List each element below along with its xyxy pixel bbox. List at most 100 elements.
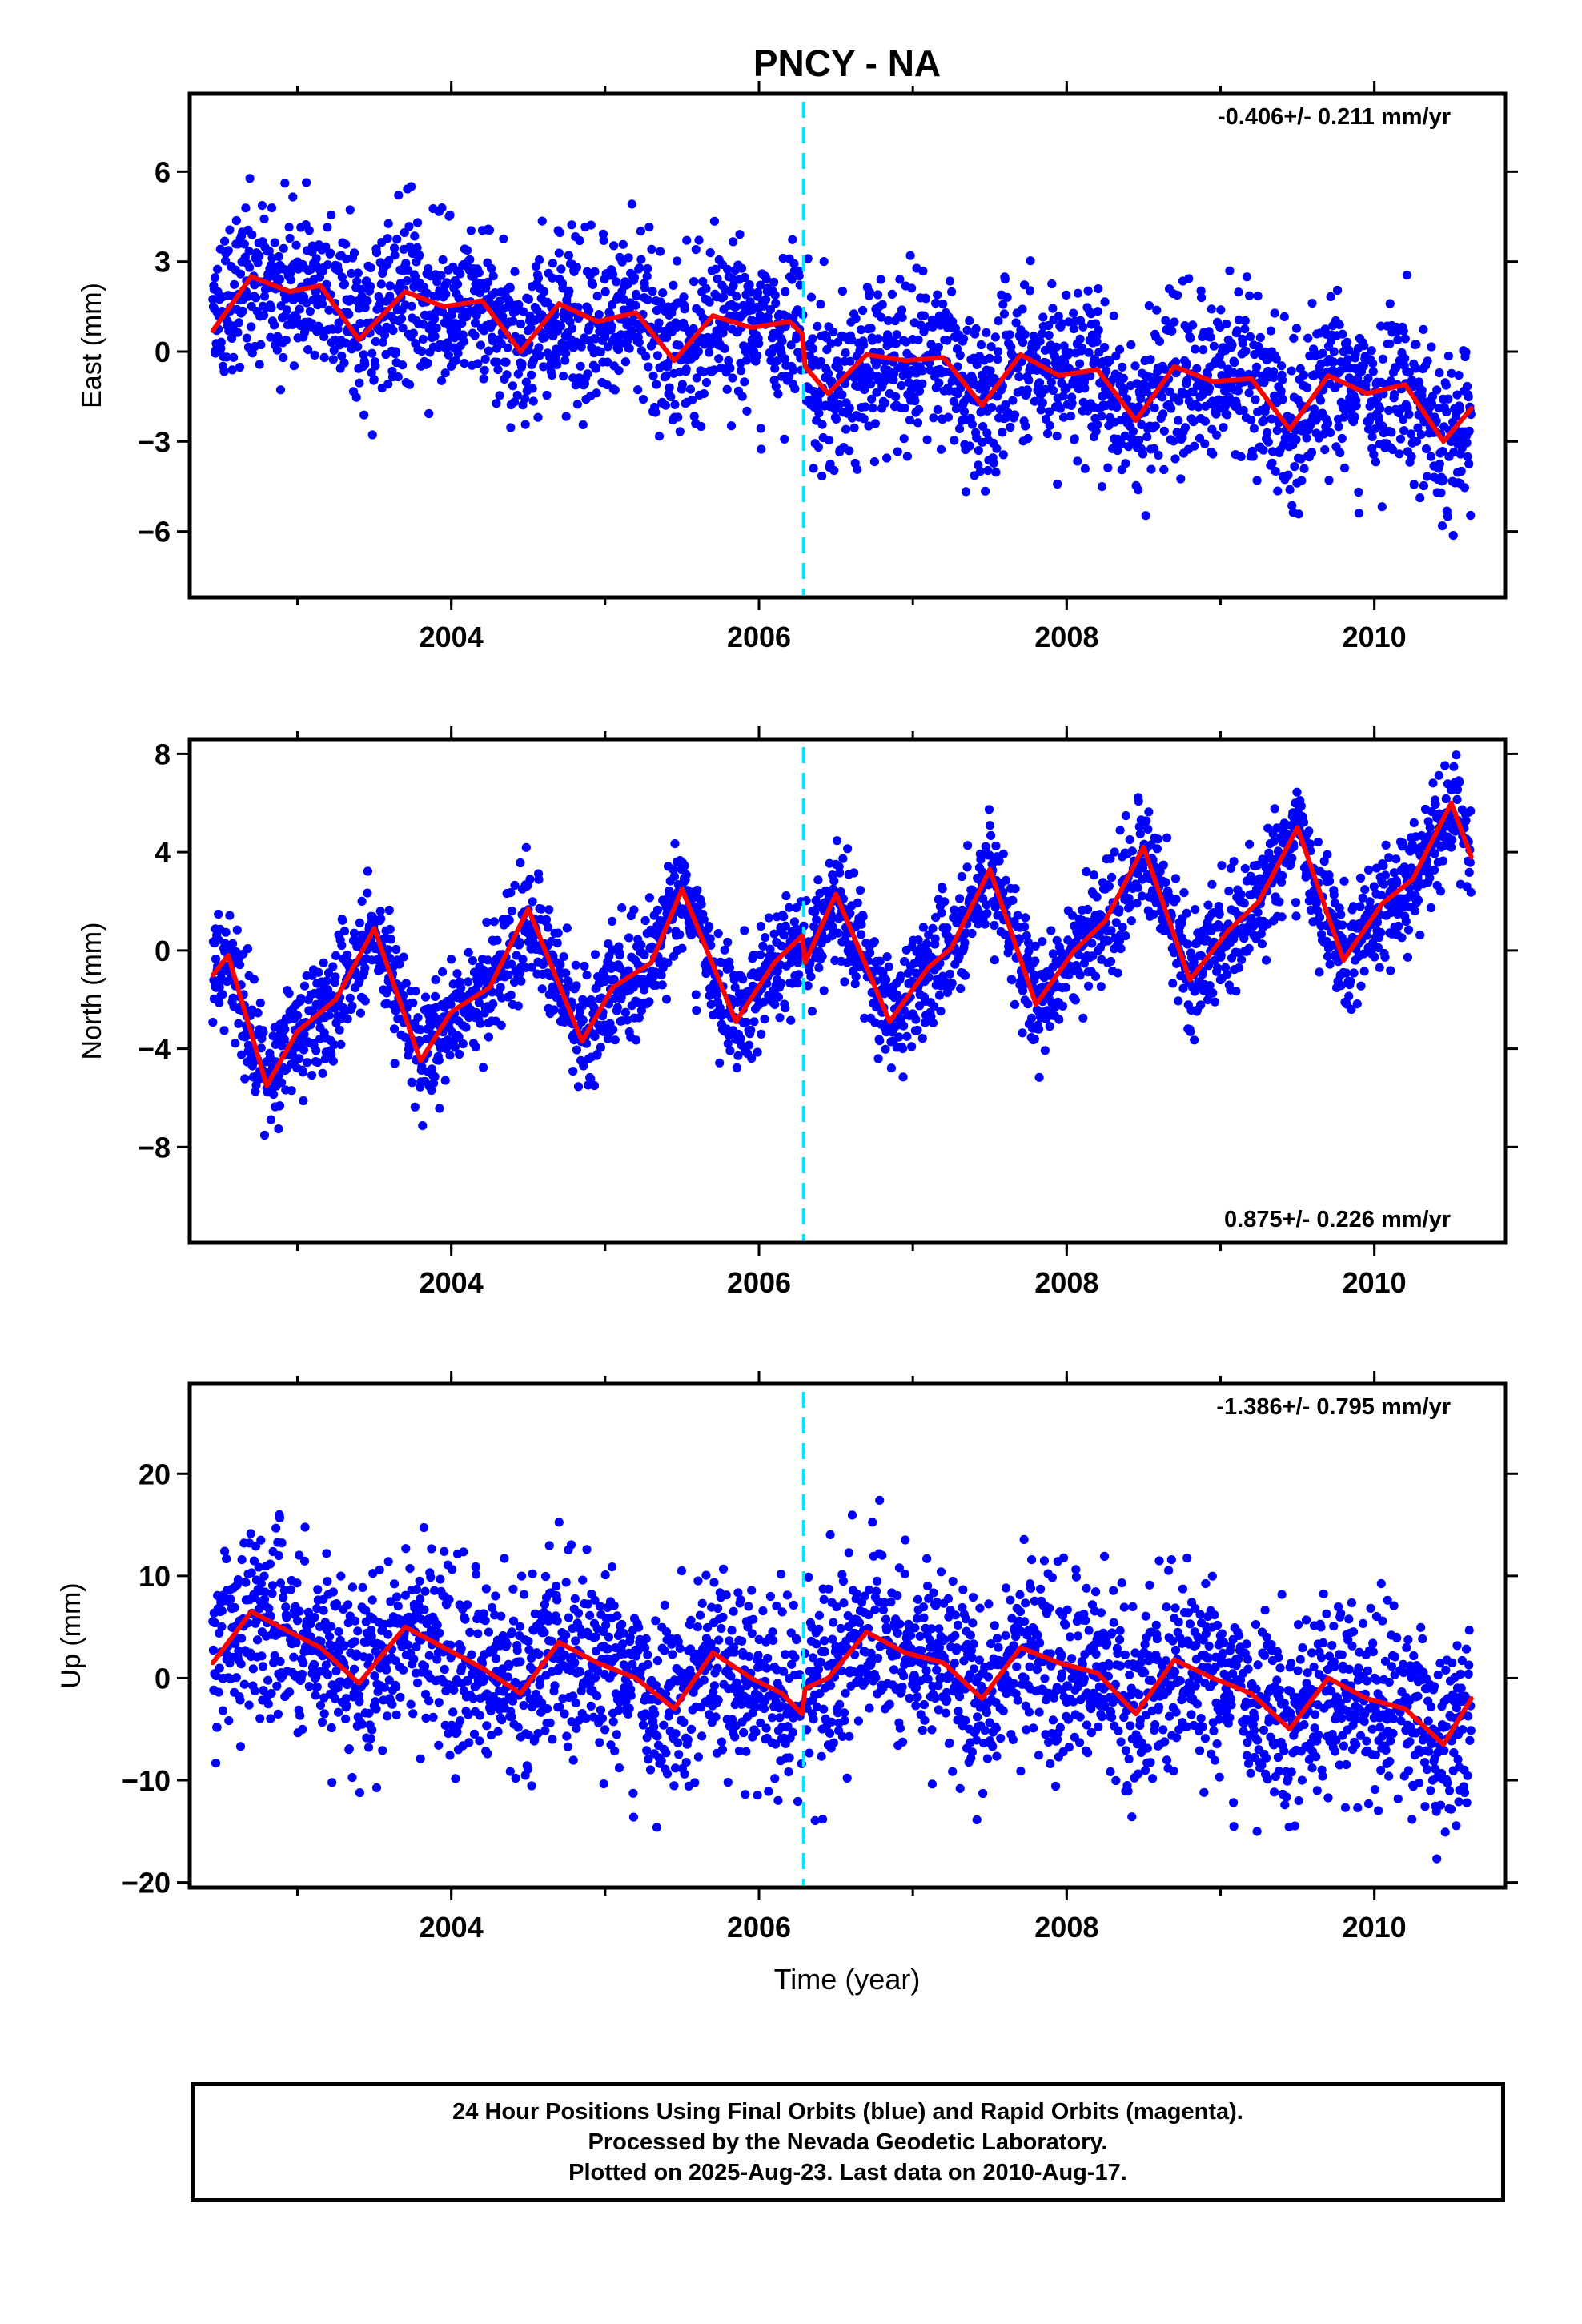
east-data-point xyxy=(1318,348,1327,358)
north-data-point xyxy=(1030,1035,1039,1044)
east-data-point xyxy=(394,191,404,200)
east-data-point xyxy=(933,290,942,300)
east-data-point xyxy=(235,269,246,279)
north-data-point xyxy=(274,1124,283,1134)
east-data-point xyxy=(1161,316,1170,325)
east-data-point xyxy=(1329,347,1339,356)
east-data-point xyxy=(438,255,448,265)
east-data-point xyxy=(913,418,923,428)
east-data-point xyxy=(847,335,857,345)
east-data-point xyxy=(808,334,817,344)
north-data-point xyxy=(572,1045,582,1055)
north-data-point xyxy=(1217,861,1227,870)
east-data-point xyxy=(1427,342,1436,352)
east-data-point xyxy=(1207,304,1216,314)
east-data-point xyxy=(457,319,467,328)
east-data-point xyxy=(1367,346,1376,356)
east-data-point xyxy=(1404,409,1414,419)
east-data-point xyxy=(992,444,1002,453)
east-data-point xyxy=(1100,297,1110,307)
north-data-point xyxy=(516,858,525,868)
east-data-point xyxy=(816,300,825,309)
north-data-point xyxy=(781,1003,790,1013)
east-data-point xyxy=(817,471,827,481)
east-data-point xyxy=(936,444,946,454)
east-data-point xyxy=(982,328,991,337)
east-data-point xyxy=(423,358,432,368)
east-data-point xyxy=(1464,392,1473,402)
north-data-point xyxy=(385,924,395,934)
north-data-point xyxy=(434,1055,444,1065)
north-data-point xyxy=(573,1082,584,1092)
east-data-point xyxy=(509,397,520,407)
east-data-point xyxy=(677,380,688,389)
east-data-point xyxy=(1030,396,1039,406)
north-data-point xyxy=(243,944,253,954)
north-data-point xyxy=(568,1067,578,1076)
east-data-point xyxy=(501,357,511,367)
east-data-point xyxy=(1036,405,1046,415)
east-data-point xyxy=(951,404,961,413)
east-data-point xyxy=(753,287,763,297)
east-data-point xyxy=(346,295,355,304)
east-data-point xyxy=(867,394,877,404)
east-data-point xyxy=(674,340,684,350)
east-data-point xyxy=(661,332,672,343)
east-data-point xyxy=(1464,426,1474,436)
north-data-point xyxy=(858,911,868,922)
north-data-point xyxy=(1106,956,1116,967)
east-data-point xyxy=(1289,333,1299,343)
east-data-point xyxy=(383,380,393,389)
east-data-point xyxy=(701,283,711,293)
north-data-point xyxy=(670,839,680,849)
north-data-point xyxy=(967,928,977,939)
north-data-point xyxy=(833,928,843,938)
east-data-point xyxy=(771,382,781,392)
east-data-point xyxy=(1426,452,1435,461)
east-data-point xyxy=(1278,375,1287,385)
east-data-point xyxy=(618,239,628,249)
east-data-point xyxy=(590,334,600,344)
east-data-point xyxy=(385,281,395,291)
east-data-point xyxy=(1086,309,1096,319)
east-data-point xyxy=(1253,291,1263,301)
east-data-point xyxy=(1044,330,1054,340)
east-data-point xyxy=(321,242,331,251)
north-data-point xyxy=(376,914,386,923)
east-data-point xyxy=(1064,317,1074,327)
east-data-point xyxy=(1416,429,1426,440)
north-data-point xyxy=(1010,884,1020,894)
east-data-point xyxy=(599,235,608,245)
east-data-point xyxy=(1310,370,1319,380)
east-data-point xyxy=(286,275,295,285)
east-data-point xyxy=(652,380,661,389)
east-data-point xyxy=(1423,472,1432,481)
east-data-point xyxy=(443,338,452,348)
north-data-point xyxy=(343,1015,352,1024)
north-data-point xyxy=(507,906,517,916)
north-data-point xyxy=(1144,807,1154,817)
north-data-point xyxy=(652,905,663,915)
north-data-point xyxy=(331,972,340,982)
north-data-point xyxy=(411,987,420,996)
north-data-point xyxy=(945,969,955,979)
east-data-point xyxy=(350,248,359,258)
east-data-point xyxy=(1385,299,1395,308)
east-data-point xyxy=(279,352,288,363)
east-data-point xyxy=(642,271,652,281)
north-data-point xyxy=(298,1068,307,1077)
east-data-point xyxy=(897,305,907,315)
east-data-point xyxy=(644,223,654,232)
east-data-point xyxy=(1344,345,1354,355)
north-data-point xyxy=(1114,905,1124,915)
north-data-point xyxy=(1021,913,1030,923)
north-data-point xyxy=(228,939,238,948)
east-data-point xyxy=(638,395,648,404)
north-data-point xyxy=(537,984,547,994)
east-data-point xyxy=(1244,388,1254,398)
east-data-point xyxy=(398,360,408,370)
east-data-point xyxy=(614,366,624,376)
east-data-point xyxy=(1399,326,1408,336)
north-data-point xyxy=(1104,881,1114,891)
